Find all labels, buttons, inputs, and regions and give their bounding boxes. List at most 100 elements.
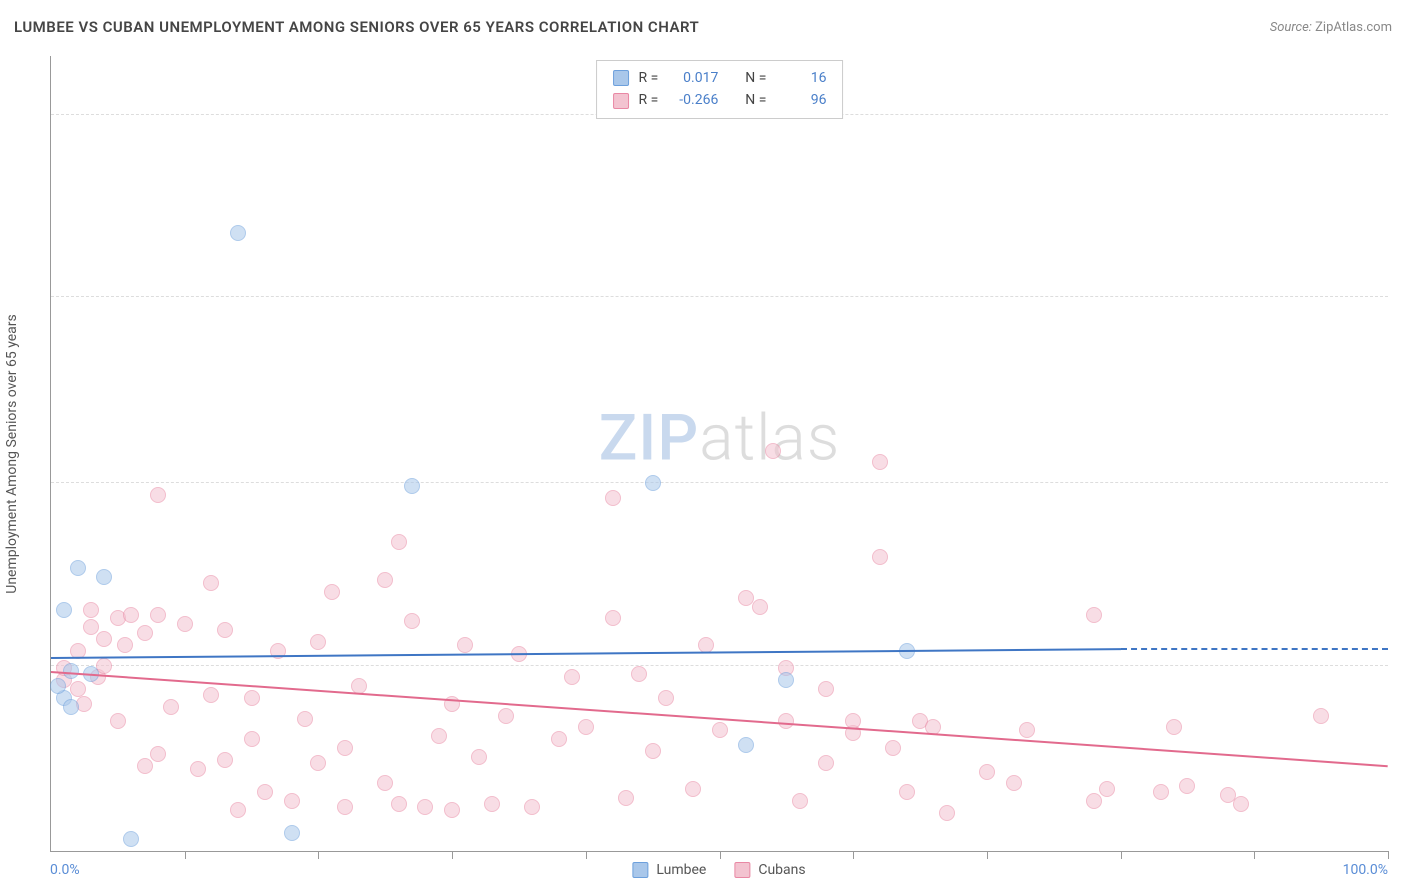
cubans-point	[457, 637, 473, 653]
cubans-point	[712, 722, 728, 738]
x-tick	[1121, 851, 1122, 859]
cubans-point	[818, 755, 834, 771]
cubans-point	[337, 740, 353, 756]
cubans-point	[792, 793, 808, 809]
cubans-swatch-icon	[613, 93, 629, 109]
cubans-point	[1099, 781, 1115, 797]
cubans-point	[1019, 722, 1035, 738]
cubans-point	[310, 755, 326, 771]
cubans-point	[96, 658, 112, 674]
cubans-point	[605, 490, 621, 506]
cubans-point	[284, 793, 300, 809]
cubans-r-value: -0.266	[668, 89, 718, 111]
n-label: N =	[745, 89, 766, 111]
x-tick	[1254, 851, 1255, 859]
grid-line	[51, 482, 1388, 483]
cubans-point	[1166, 719, 1182, 735]
cubans-point	[1179, 778, 1195, 794]
cubans-point	[899, 784, 915, 800]
legend-cubans-label: Cubans	[758, 862, 805, 878]
cubans-trend-line	[51, 671, 1388, 767]
cubans-point	[150, 487, 166, 503]
cubans-point	[377, 572, 393, 588]
lumbee-r-value: 0.017	[668, 67, 718, 89]
cubans-point	[431, 728, 447, 744]
lumbee-point	[645, 475, 661, 491]
x-tick	[1388, 851, 1389, 859]
cubans-point	[217, 622, 233, 638]
cubans-point	[498, 708, 514, 724]
cubans-point	[257, 784, 273, 800]
cubans-point	[83, 602, 99, 618]
r-label: R =	[639, 89, 659, 111]
cubans-point	[1086, 607, 1102, 623]
cubans-point	[391, 534, 407, 550]
lumbee-swatch-icon	[613, 70, 629, 86]
x-tick	[720, 851, 721, 859]
cubans-swatch-icon	[734, 862, 750, 878]
lumbee-point	[63, 699, 79, 715]
cubans-point	[117, 637, 133, 653]
cubans-point	[939, 805, 955, 821]
source-label: Source:	[1270, 20, 1315, 35]
cubans-point	[658, 690, 674, 706]
lumbee-point	[96, 569, 112, 585]
cubans-point	[631, 666, 647, 682]
lumbee-point	[404, 478, 420, 494]
source-name: ZipAtlas.com	[1315, 20, 1392, 35]
cubans-point	[324, 584, 340, 600]
cubans-point	[217, 752, 233, 768]
y-tick-label: 12.5%	[1394, 460, 1406, 475]
lumbee-swatch-icon	[632, 862, 648, 878]
cubans-point	[230, 802, 246, 818]
cubans-point	[137, 758, 153, 774]
correlation-stats-box: R = 0.017 N = 16 R = -0.266 N = 96	[596, 60, 844, 119]
cubans-point	[605, 610, 621, 626]
cubans-point	[137, 625, 153, 641]
cubans-point	[163, 699, 179, 715]
cubans-point	[752, 599, 768, 615]
cubans-point	[818, 681, 834, 697]
cubans-point	[551, 731, 567, 747]
cubans-point	[471, 749, 487, 765]
lumbee-point	[50, 678, 66, 694]
lumbee-n-value: 16	[776, 67, 826, 89]
y-axis-label: Unemployment Among Seniors over 65 years	[4, 314, 20, 594]
cubans-point	[417, 799, 433, 815]
legend-lumbee-label: Lumbee	[656, 862, 706, 878]
cubans-point	[123, 607, 139, 623]
cubans-point	[872, 454, 888, 470]
cubans-point	[310, 634, 326, 650]
legend-item-lumbee: Lumbee	[632, 862, 706, 878]
r-label: R =	[639, 67, 659, 89]
cubans-point	[698, 637, 714, 653]
cubans-point	[872, 549, 888, 565]
x-tick	[586, 851, 587, 859]
stats-row-cubans: R = -0.266 N = 96	[613, 89, 827, 111]
lumbee-point	[284, 825, 300, 841]
x-axis-max-label: 100.0%	[1343, 862, 1388, 878]
n-label: N =	[745, 67, 766, 89]
cubans-point	[76, 696, 92, 712]
y-tick-label: 18.8%	[1394, 275, 1406, 290]
cubans-point	[203, 575, 219, 591]
source-attribution: Source: ZipAtlas.com	[1270, 20, 1392, 35]
lumbee-point	[56, 602, 72, 618]
cubans-point	[150, 746, 166, 762]
chart-title: LUMBEE VS CUBAN UNEMPLOYMENT AMONG SENIO…	[14, 18, 699, 36]
stats-row-lumbee: R = 0.017 N = 16	[613, 67, 827, 89]
cubans-point	[685, 781, 701, 797]
cubans-point	[244, 731, 260, 747]
cubans-point	[765, 443, 781, 459]
cubans-point	[444, 802, 460, 818]
cubans-point	[190, 761, 206, 777]
legend-item-cubans: Cubans	[734, 862, 805, 878]
watermark-zip: ZIP	[599, 400, 700, 475]
cubans-point	[110, 713, 126, 729]
cubans-point	[618, 790, 634, 806]
cubans-point	[1006, 775, 1022, 791]
cubans-point	[1313, 708, 1329, 724]
cubans-point	[150, 607, 166, 623]
x-tick	[987, 851, 988, 859]
lumbee-point	[70, 560, 86, 576]
